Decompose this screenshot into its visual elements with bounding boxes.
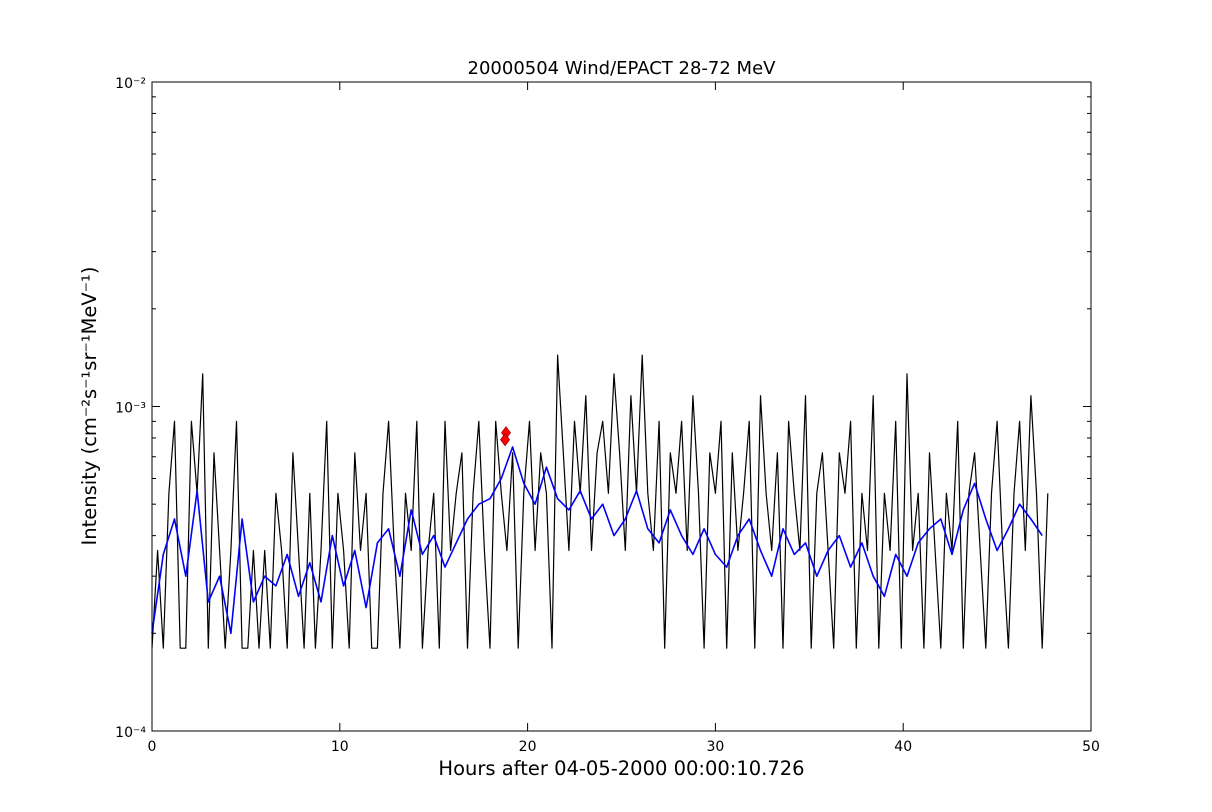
plot-background: [152, 82, 1091, 731]
chart-title: 20000504 Wind/EPACT 28-72 MeV: [468, 58, 777, 79]
peak-marker: [500, 433, 511, 447]
x-tick-label: 10: [331, 739, 349, 755]
series-layer: [151, 354, 1049, 649]
plot-frame: [151, 81, 1092, 732]
series-line-smoothed: [151, 446, 1043, 635]
x-tick-label: 40: [894, 739, 912, 755]
x-tick-label: 0: [148, 739, 157, 755]
y-tick-label: 10⁻⁴: [115, 725, 146, 741]
y-axis-label: Intensity (cm⁻²s⁻¹sr⁻¹MeV⁻¹): [78, 267, 101, 546]
x-tick-label: 30: [706, 739, 724, 755]
x-tick-label: 20: [519, 739, 537, 755]
y-tick-label: 10⁻³: [115, 401, 146, 417]
x-axis-label: Hours after 04-05-2000 00:00:10.726: [438, 757, 804, 780]
y-tick-label: 10⁻²: [115, 76, 146, 92]
ticks-layer: 0 10 20 30 40 50 10⁻⁴ 10⁻³ 10⁻²: [115, 76, 1100, 755]
series-line-raw: [151, 354, 1049, 649]
x-tick-label: 50: [1082, 739, 1100, 755]
